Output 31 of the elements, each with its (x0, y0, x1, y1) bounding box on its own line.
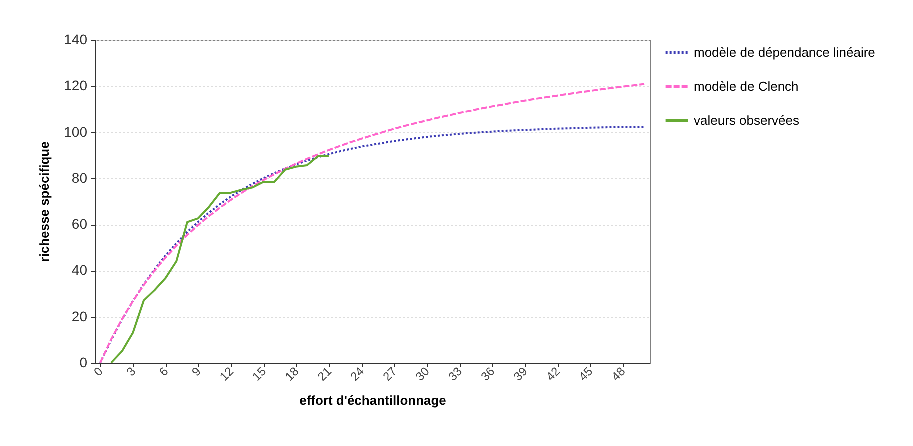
x-tick-label: 3 (124, 364, 139, 380)
x-tick-label: 36 (478, 364, 498, 384)
x-tick-label: 21 (315, 364, 335, 384)
y-tick-label: 20 (72, 308, 88, 324)
legend-label: modèle de dépendance linéaire (694, 45, 876, 60)
legend-label: modèle de Clench (694, 79, 799, 94)
y-tick-label: 80 (72, 170, 88, 186)
legend-label: valeurs observées (694, 113, 800, 128)
x-axis-title: effort d'échantillonnage (300, 393, 446, 408)
x-tick-label: 33 (446, 364, 466, 384)
y-tick-label: 40 (72, 262, 88, 278)
line-series (110, 156, 330, 364)
x-tick-label: 39 (510, 364, 531, 384)
x-tick-label: 6 (156, 364, 172, 380)
x-tick-label: 18 (282, 364, 302, 384)
x-tick-label: 48 (608, 364, 628, 384)
line-series (99, 83, 646, 364)
x-tick-label: 15 (250, 364, 270, 384)
y-tick-label: 140 (64, 32, 88, 48)
x-tick-label: 0 (91, 364, 106, 380)
y-axis-title: richesse spécifique (37, 142, 52, 262)
x-tick-label: 24 (348, 364, 368, 384)
x-tick-label: 42 (544, 364, 564, 384)
x-tick-label: 9 (189, 364, 204, 380)
y-tick-label: 120 (64, 78, 88, 94)
y-tick-label: 100 (64, 124, 88, 140)
x-tick-label: 12 (217, 364, 237, 384)
x-tick-label: 27 (380, 364, 400, 384)
x-tick-label: 30 (413, 364, 433, 384)
x-tick-label: 45 (576, 364, 596, 384)
y-tick-label: 60 (72, 216, 88, 232)
